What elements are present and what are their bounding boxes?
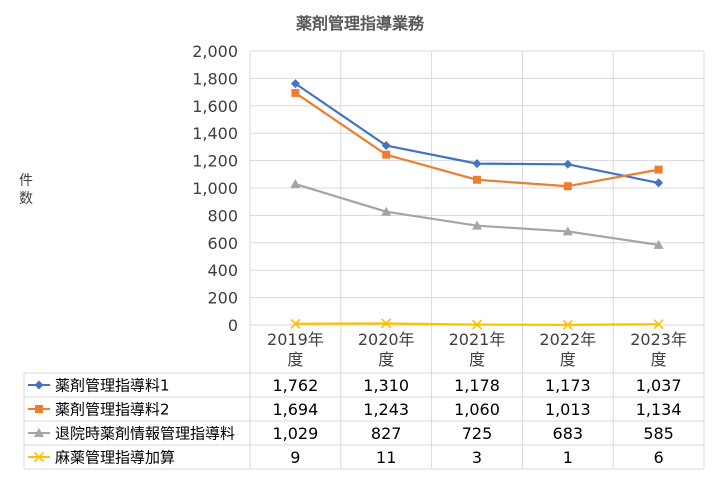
category-label: 2019年: [267, 330, 324, 349]
data-point: [290, 318, 301, 329]
series-name: 退院時薬剤情報管理指導料: [55, 425, 235, 443]
series-3: [290, 179, 664, 249]
category-label: 2020年: [358, 330, 415, 349]
table-row: 退院時薬剤情報管理指導料 1,029 827 725 683 585: [28, 424, 674, 443]
table-value: 683: [553, 424, 584, 443]
table-row: 麻薬管理指導加算 9 11 3 1 6: [28, 448, 664, 467]
category-label: 2022年: [539, 330, 596, 349]
y-tick-label: 1,000: [192, 179, 238, 198]
data-point: [653, 319, 664, 330]
y-tick-label: 1,200: [192, 152, 238, 171]
series-line: [295, 182, 659, 246]
data-point: [653, 239, 664, 249]
chart-title: 薬剤管理指導業務: [295, 14, 425, 33]
category-label-suffix: 度: [378, 350, 394, 369]
table-value: 1,694: [272, 400, 318, 419]
data-point: [381, 206, 392, 216]
y-tick-label: 200: [207, 289, 238, 308]
data-point: [562, 319, 573, 330]
table-value: 1: [563, 448, 573, 467]
table-value: 1,134: [636, 400, 682, 419]
table-row: 薬剤管理指導料2 1,694 1,243 1,060 1,013 1,134: [28, 400, 682, 419]
table-value: 1,060: [454, 400, 500, 419]
data-point: [290, 179, 301, 189]
legend-key-marker: [34, 380, 44, 390]
legend-key-marker: [35, 405, 43, 413]
table-value: 1,173: [545, 376, 591, 395]
table-value: 1,310: [363, 376, 409, 395]
legend-key-marker: [33, 451, 45, 463]
y-axis-label: 件数: [19, 173, 33, 207]
table-value: 585: [643, 424, 674, 443]
data-point: [563, 159, 573, 169]
series-name: 薬剤管理指導料1: [55, 377, 170, 395]
data-point: [381, 141, 391, 151]
y-tick-label: 2,000: [192, 42, 238, 61]
y-tick-label: 1,600: [192, 97, 238, 116]
data-point: [290, 79, 300, 89]
table-value: 725: [462, 424, 493, 443]
category-label-suffix: 度: [287, 350, 303, 369]
series-1: [290, 79, 664, 188]
y-tick-label: 1,800: [192, 69, 238, 88]
series-4: [290, 318, 664, 330]
legend-key-marker: [34, 428, 44, 437]
y-axis-label-text: 件数: [19, 173, 33, 207]
data-point: [381, 318, 392, 329]
data-point: [654, 165, 663, 174]
y-tick-label: 400: [207, 261, 238, 280]
series-name: 麻薬管理指導加算: [55, 449, 175, 467]
table-value: 11: [376, 448, 396, 467]
category-label: 2023年: [630, 330, 687, 349]
table-value: 1,029: [272, 424, 318, 443]
data-point: [562, 226, 573, 236]
data-point: [471, 319, 483, 330]
y-tick-label: 0: [228, 316, 238, 335]
data-point: [472, 220, 482, 230]
table-value: 1,178: [454, 376, 500, 395]
series-layer: [290, 79, 664, 330]
y-axis-ticks: 0 200 400 600 800 1,000 1,200 1,400 1,600 1,800 2,…: [192, 42, 238, 335]
table-row: 薬剤管理指導料1 1,762 1,310 1,178 1,173 1,037: [28, 376, 682, 395]
data-point: [291, 88, 300, 97]
table-value: 827: [371, 424, 402, 443]
data-point: [563, 182, 572, 191]
table-value: 1,243: [363, 400, 409, 419]
table-value: 3: [472, 448, 482, 467]
category-label-suffix: 度: [469, 350, 485, 369]
table-value: 6: [654, 448, 664, 467]
y-tick-label: 1,400: [192, 124, 238, 143]
table-value: 1,762: [272, 376, 318, 395]
data-point: [382, 150, 391, 159]
series-2: [291, 88, 663, 191]
category-label-suffix: 度: [560, 350, 576, 369]
y-tick-label: 800: [207, 206, 238, 225]
table-value: 9: [290, 448, 300, 467]
series-name: 薬剤管理指導料2: [55, 401, 170, 419]
y-tick-label: 600: [207, 234, 238, 253]
table-value: 1,013: [545, 400, 591, 419]
category-label-suffix: 度: [651, 350, 667, 369]
data-point: [472, 159, 482, 169]
table-value: 1,037: [636, 376, 682, 395]
category-label: 2021年: [449, 330, 506, 349]
gridlines: [249, 50, 705, 325]
data-point: [473, 175, 481, 184]
data-point: [654, 178, 664, 188]
